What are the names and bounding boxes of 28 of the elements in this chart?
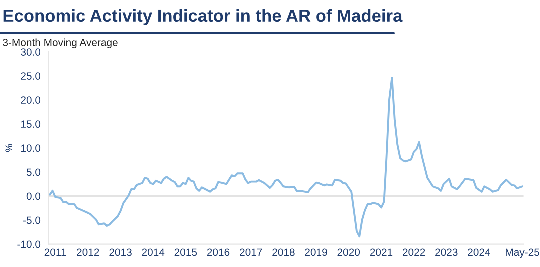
x-tick-label: 2015 — [174, 248, 198, 256]
x-tick-label: 2021 — [370, 248, 393, 256]
y-tick-label: 25.0 — [21, 72, 41, 80]
x-tick-label: 2018 — [272, 248, 295, 256]
x-tick-label: 2023 — [436, 248, 458, 256]
x-tick-label: 2016 — [207, 248, 230, 256]
x-tick-label: 2020 — [338, 248, 360, 256]
x-tick-label: 2022 — [402, 248, 426, 256]
x-tick-label: 2024 — [468, 248, 490, 256]
y-tick-label: 30.0 — [21, 48, 41, 56]
y-tick-label: 5.0 — [26, 168, 41, 176]
y-tick-label: -10.0 — [18, 240, 41, 248]
y-tick-label: -5.0 — [23, 216, 41, 224]
x-tick-label: 2012 — [77, 248, 100, 256]
chart-subtitle: 3-Month Moving Average — [3, 38, 118, 48]
y-axis-title: % — [6, 144, 12, 152]
x-tick-label: 2014 — [142, 248, 165, 256]
y-tick-label: 15.0 — [21, 120, 41, 128]
x-tick-label: 2013 — [110, 248, 132, 256]
x-tick-label: 2017 — [240, 248, 262, 256]
chart-title: Economic Activity Indicator in the AR of Madeira — [4, 9, 403, 26]
x-tick-label: 2011 — [44, 248, 66, 256]
y-tick-label: 0.0 — [26, 192, 41, 200]
y-tick-label: 10.0 — [21, 144, 41, 152]
y-tick-label: 20.0 — [21, 96, 41, 104]
x-tick-label: May-25 — [506, 248, 540, 258]
x-tick-label: 2019 — [305, 248, 328, 256]
line-series — [49, 77, 524, 238]
